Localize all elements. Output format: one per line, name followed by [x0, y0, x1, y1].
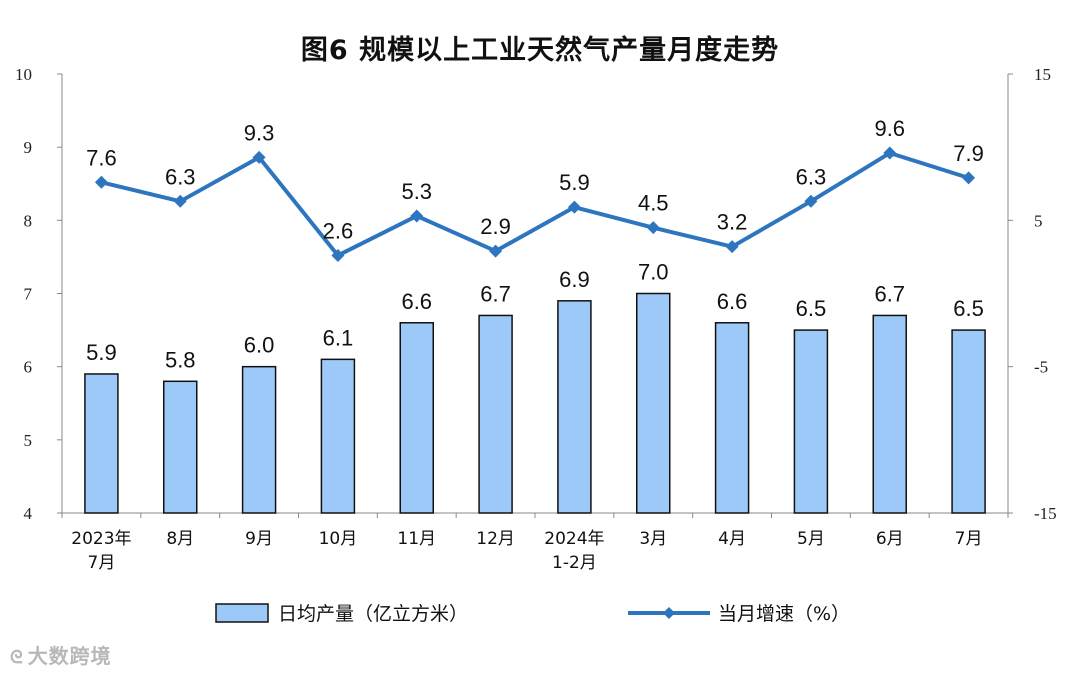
line-data-label: 7.6	[86, 145, 117, 170]
line-series	[94, 146, 976, 262]
legend-bar-label: 日均产量（亿立方米）	[278, 603, 468, 625]
line-point	[646, 221, 660, 235]
bar	[714, 322, 750, 514]
data-labels: 5.9 5.8 6.0 6.1 6.6 6.7 6.9 7.0 6.6 6.5 6.7 6.5 7.6 6…	[86, 116, 984, 372]
x-tick-label: 11月	[397, 529, 436, 549]
x-tick-label: 2023年	[71, 529, 131, 549]
x-tick-label: 9月	[245, 529, 273, 549]
bar-data-label: 6.7	[874, 281, 905, 306]
x-tick-label: 3月	[639, 529, 667, 549]
x-tick-label: 2024年	[544, 529, 604, 549]
watermark-logo-icon: ᘓ	[10, 647, 24, 668]
bar-data-label: 6.0	[244, 333, 275, 358]
y-left-tick-label: 5	[24, 431, 33, 450]
line-data-label: 3.2	[717, 210, 748, 235]
line-data-label: 6.3	[796, 164, 827, 189]
line-point	[252, 150, 266, 164]
line-data-label: 2.9	[480, 214, 511, 239]
bar-data-label: 6.5	[796, 296, 827, 321]
y-right-tick-label: 5	[1034, 211, 1043, 230]
bar	[636, 292, 671, 514]
axes: 4 5 6 7 8 9 10 -15 -5 5 15 2023年 7月 8月 9月 10月 11月 12月 2024…	[15, 65, 1057, 573]
line-point	[331, 248, 345, 262]
bar-data-label: 6.6	[717, 289, 748, 314]
y-left-tick-label: 6	[24, 358, 33, 377]
bar	[951, 329, 986, 514]
line-path	[100, 151, 970, 258]
legend-line-label: 当月增速（%）	[718, 603, 850, 625]
line-data-label: 4.5	[638, 191, 669, 216]
x-tick-label: 7月	[955, 529, 983, 549]
line-data-label: 5.3	[401, 179, 432, 204]
bar-data-label: 6.7	[480, 281, 511, 306]
bar	[557, 300, 592, 514]
bar	[320, 358, 356, 514]
watermark-text: 大数跨境	[27, 644, 112, 668]
watermark: ᘓ 大数跨境	[10, 640, 112, 669]
legend-bar-swatch	[215, 603, 269, 623]
x-tick-label: 6月	[876, 529, 904, 549]
line-data-label: 9.3	[244, 120, 275, 145]
y-left-tick-label: 9	[24, 138, 33, 157]
line-data-label: 5.9	[559, 170, 590, 195]
x-tick-label: 5月	[797, 529, 825, 549]
bar-data-label: 5.9	[86, 340, 117, 365]
bar	[872, 314, 907, 514]
y-right-tick-label: 15	[1034, 65, 1051, 84]
bar-data-label: 5.8	[165, 347, 196, 372]
y-left-tick-label: 7	[24, 285, 33, 304]
legend-line-marker	[663, 607, 675, 619]
chart-title: 图6 规模以上工业天然气产量月度走势	[300, 35, 780, 66]
bar	[84, 373, 119, 514]
line-point	[94, 175, 108, 189]
y-left-tick-label: 8	[24, 211, 33, 230]
line-point	[962, 171, 976, 185]
bar	[793, 329, 829, 514]
line-point	[725, 240, 739, 254]
line-data-label: 7.9	[953, 141, 984, 166]
x-tick-label: 1-2月	[552, 553, 597, 573]
x-tick-label: 12月	[476, 529, 515, 549]
legend: 日均产量（亿立方米） 当月增速（%）	[215, 603, 850, 625]
x-tick-label: 4月	[718, 529, 746, 549]
line-point	[173, 194, 187, 208]
bar	[399, 322, 434, 514]
bar-data-label: 6.6	[401, 289, 432, 314]
bar-data-label: 6.5	[953, 296, 984, 321]
line-point	[489, 244, 503, 258]
bar-series	[84, 292, 986, 514]
y-right-tick-label: -15	[1034, 504, 1057, 523]
x-tick-label: 8月	[166, 529, 194, 549]
y-right-tick-label: -5	[1034, 358, 1048, 377]
bar-data-label: 6.1	[323, 325, 354, 350]
line-data-label: 2.6	[323, 218, 354, 243]
line-point	[567, 200, 581, 214]
line-point	[804, 194, 818, 208]
bar-data-label: 6.9	[559, 267, 590, 292]
x-tick-label: 7月	[88, 553, 116, 573]
line-point	[883, 146, 897, 160]
line-point	[410, 209, 424, 223]
x-tick-label: 10月	[319, 529, 358, 549]
y-left-tick-label: 10	[15, 65, 32, 84]
line-data-label: 6.3	[165, 164, 196, 189]
line-data-label: 9.6	[874, 116, 905, 141]
bar-data-label: 7.0	[638, 260, 669, 285]
bar	[241, 365, 277, 514]
bar	[478, 314, 513, 514]
y-left-tick-label: 4	[24, 504, 33, 523]
bar	[163, 380, 198, 514]
